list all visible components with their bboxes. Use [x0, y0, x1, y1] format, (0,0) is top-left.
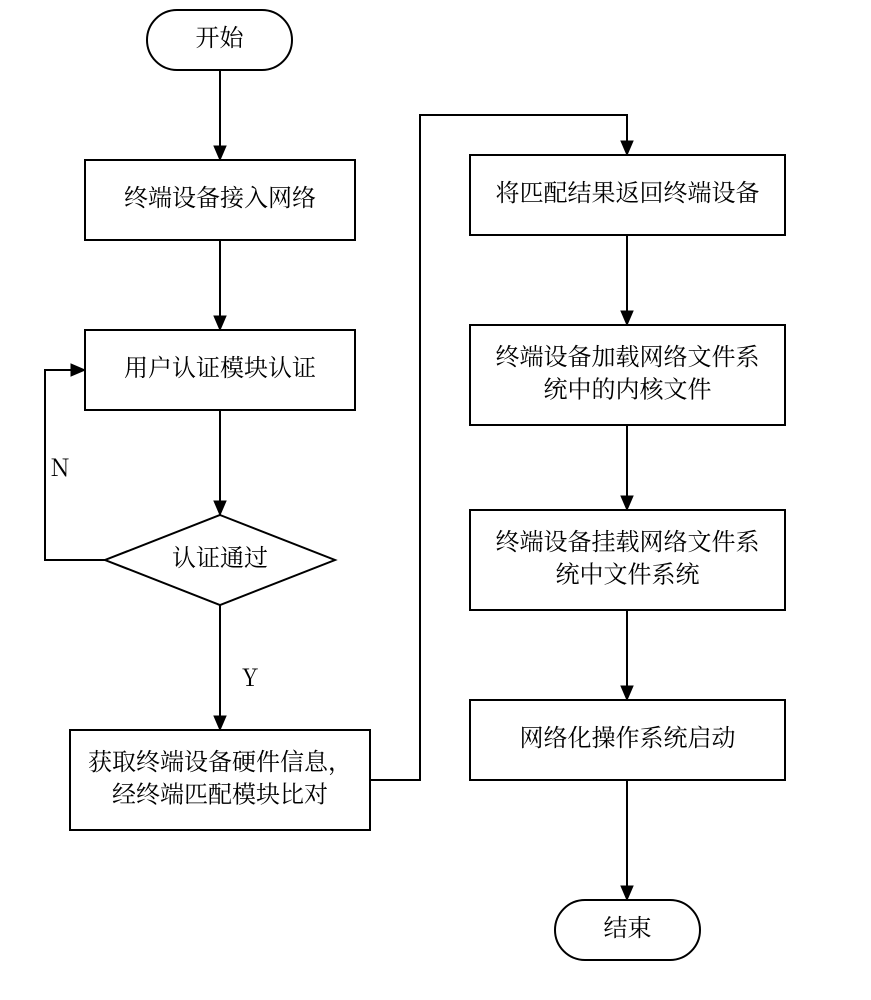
node-label: 认证通过 — [172, 538, 268, 573]
node-dec: 认证通过 — [105, 515, 335, 605]
node-label: 终端设备接入网络 — [124, 178, 316, 213]
edge-label: N — [50, 448, 69, 483]
node-n3: 获取终端设备硬件信息，经终端匹配模块比对 — [70, 730, 370, 830]
node-label: 终端设备挂载网络文件系 — [496, 522, 760, 557]
node-n1: 终端设备接入网络 — [85, 160, 355, 240]
node-label: 统中的内核文件 — [544, 369, 712, 404]
flowchart-canvas: 开始终端设备接入网络用户认证模块认证认证通过获取终端设备硬件信息，经终端匹配模块… — [0, 0, 871, 1000]
node-n6: 终端设备挂载网络文件系统中文件系统 — [470, 510, 785, 610]
node-label: 网络化操作系统启动 — [520, 718, 736, 753]
node-n4: 将匹配结果返回终端设备 — [470, 155, 785, 235]
node-start: 开始 — [147, 10, 292, 70]
node-label: 获取终端设备硬件信息， — [88, 742, 352, 777]
edge-label: Y — [242, 658, 259, 693]
node-label: 将匹配结果返回终端设备 — [496, 173, 760, 208]
node-end: 结束 — [555, 900, 700, 960]
node-n2: 用户认证模块认证 — [85, 330, 355, 410]
node-n7: 网络化操作系统启动 — [470, 700, 785, 780]
node-label: 终端设备加载网络文件系 — [496, 337, 760, 372]
node-label: 结束 — [604, 908, 652, 943]
nodes-layer: 开始终端设备接入网络用户认证模块认证认证通过获取终端设备硬件信息，经终端匹配模块… — [70, 10, 785, 960]
node-n5: 终端设备加载网络文件系统中的内核文件 — [470, 325, 785, 425]
node-label: 经终端匹配模块比对 — [112, 774, 328, 809]
node-label: 用户认证模块认证 — [124, 348, 316, 383]
node-label: 开始 — [196, 18, 245, 53]
node-label: 统中文件系统 — [556, 554, 700, 589]
